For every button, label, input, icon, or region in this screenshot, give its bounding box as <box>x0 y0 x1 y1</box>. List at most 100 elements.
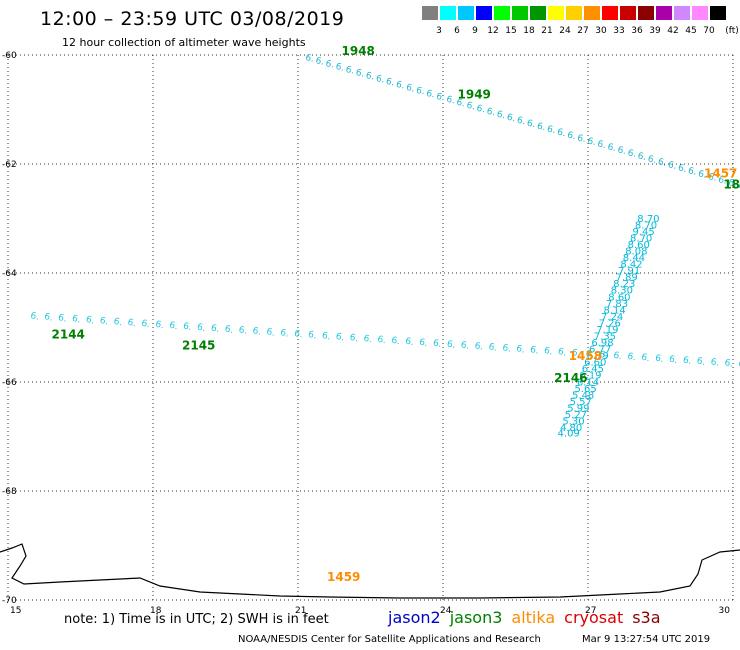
swh-track-mark: 6. <box>668 354 678 366</box>
legend-swatch <box>512 6 528 20</box>
swh-track-mark: 6. <box>617 145 627 157</box>
legend-label: 21 <box>541 26 553 36</box>
swh-track-mark: 6. <box>363 334 373 346</box>
swh-track-mark: 6. <box>349 333 359 345</box>
swh-track-mark: 6. <box>415 86 425 98</box>
swh-track-mark: 6. <box>727 178 737 190</box>
legend-swatch <box>476 6 492 20</box>
legend-units: (ft) <box>725 26 739 36</box>
swh-track-mark: 6. <box>445 95 455 107</box>
swh-track-mark: 6. <box>682 355 692 367</box>
pass-time-label: 1948 <box>342 44 375 58</box>
swh-value: 7.91 <box>618 266 640 277</box>
pass-time-label: 1458 <box>569 349 602 363</box>
swh-track-mark: 6. <box>737 359 740 371</box>
swh-track-mark: 6. <box>85 315 95 327</box>
swh-track-mark: 6. <box>529 345 539 357</box>
swh-track-mark: 6. <box>140 319 150 331</box>
satellite-name: altika <box>511 608 556 627</box>
pass-time-label: 1949 <box>458 88 491 102</box>
swh-track-mark: 6. <box>627 148 637 160</box>
swh-track-mark: 6. <box>224 324 234 336</box>
swh-value: 8.14 <box>603 305 625 316</box>
pass-time-label: 1459 <box>327 570 360 584</box>
swh-value: 8.60 <box>608 292 630 303</box>
legend-label: 18 <box>523 26 535 36</box>
legend-label: 33 <box>613 26 625 36</box>
legend-label: 36 <box>631 26 643 36</box>
legend-swatch <box>494 6 510 20</box>
swh-track-mark: 6. <box>113 317 123 329</box>
swh-track-mark: 6. <box>486 107 496 119</box>
satellite-name: jason2 <box>388 608 441 627</box>
swh-track-mark: 6. <box>476 104 486 116</box>
swh-track-mark: 6. <box>612 351 622 363</box>
swh-track-mark: 6. <box>465 101 475 113</box>
swh-track-mark: 6. <box>335 332 345 344</box>
swh-track-mark: 6. <box>127 318 137 330</box>
swh-track-mark: 6. <box>435 92 445 104</box>
lon-tick-label: 18 <box>150 606 162 616</box>
swh-track-mark: 6. <box>626 352 636 364</box>
swh-track-mark: 6. <box>251 326 261 338</box>
credit-line: NOAA/NESDIS Center for Satellite Applica… <box>238 634 541 645</box>
swh-value: 6.19 <box>579 371 601 382</box>
satellite-name: s3a <box>632 608 661 627</box>
swh-track-mark: 6. <box>168 321 178 333</box>
swh-track-mark: 6. <box>196 322 206 334</box>
swh-value: 6.60 <box>584 358 606 369</box>
swh-track-mark: 6. <box>325 59 335 71</box>
satellite-legend: jason2 jason3 altika cryosat s3a <box>388 608 670 627</box>
legend-swatch <box>620 6 636 20</box>
swh-track-mark: 6. <box>657 157 667 169</box>
swh-track-mark: 6. <box>516 116 526 128</box>
pass-time-label: 2145 <box>182 338 215 352</box>
swh-track-mark: 6. <box>474 341 484 353</box>
swh-track-mark: 6. <box>455 98 465 110</box>
lat-tick-label: -70 <box>2 596 17 606</box>
lon-tick-label: 15 <box>10 606 21 616</box>
swh-value: 7.89 <box>616 273 638 284</box>
swh-track-mark: 6. <box>599 350 609 362</box>
swh-track-mark: 6. <box>460 340 470 352</box>
legend-swatch <box>458 6 474 20</box>
legend-label: 9 <box>472 26 478 36</box>
swh-value: 8.70 <box>635 220 657 231</box>
legend-swatch <box>584 6 600 20</box>
swh-value: 8.08 <box>625 246 647 257</box>
swh-track-mark: 6. <box>586 137 596 149</box>
swh-value: 6.79 <box>587 351 609 362</box>
legend-swatch <box>530 6 546 20</box>
swh-value: 6.14 <box>577 377 599 388</box>
swh-track-mark: 6. <box>687 166 697 178</box>
swh-track-mark: 6. <box>43 312 53 324</box>
legend-swatch <box>422 6 438 20</box>
swh-track-mark: 6. <box>210 323 220 335</box>
legend-label: 42 <box>667 26 679 36</box>
swh-track-mark: 6. <box>556 128 566 140</box>
legend-swatch <box>692 6 708 20</box>
lat-tick-label: -62 <box>2 160 17 170</box>
swh-track-mark: 6. <box>304 53 314 65</box>
swh-track-mark: 6. <box>29 311 39 323</box>
lat-tick-label: -64 <box>2 269 17 279</box>
swh-value: 8.44 <box>623 253 645 264</box>
swh-track-mark: 6. <box>501 343 511 355</box>
lat-tick-label: -60 <box>2 51 17 61</box>
swh-track-mark: 6. <box>238 325 248 337</box>
swh-value: 6.98 <box>591 338 613 349</box>
swh-track-mark: 6. <box>265 327 275 339</box>
swh-track-mark: 6. <box>737 181 740 193</box>
swh-track-mark: 6. <box>707 172 717 184</box>
swh-track-mark: 6. <box>365 71 375 83</box>
swh-value: 5.30 <box>562 417 584 428</box>
swh-track-mark: 6. <box>390 336 400 348</box>
swh-value: 7.83 <box>606 299 628 310</box>
legend-swatch <box>674 6 690 20</box>
pass-time-label: 2146 <box>554 371 587 385</box>
swh-value: 8.30 <box>611 286 633 297</box>
swh-track-mark: 6. <box>385 77 395 89</box>
legend-label: 39 <box>649 26 661 36</box>
swh-track-mark: 6. <box>515 344 525 356</box>
